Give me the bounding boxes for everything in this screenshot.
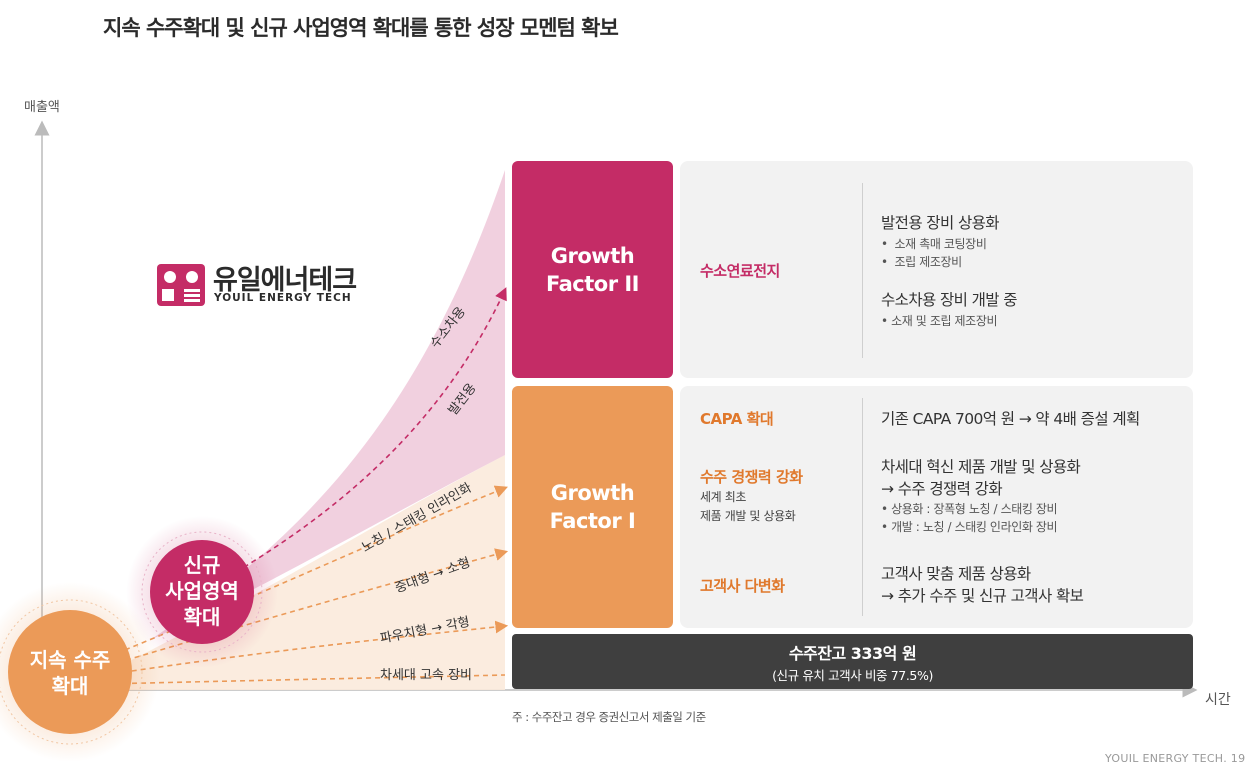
detail-bullet: • 소재 및 조립 제조장비: [881, 314, 998, 328]
page-footer: YOUIL ENERGY TECH. 19: [1105, 752, 1246, 765]
detail-bullet: • 상용화 : 장폭형 노칭 / 스태킹 장비: [881, 502, 1058, 516]
label-next-gen-equipment: 차세대 고속 장비: [380, 668, 472, 683]
growth-factor-2-panel: [680, 161, 1193, 378]
detail-capa: 기존 CAPA 700억 원 → 약 4배 증설 계획: [881, 410, 1140, 428]
detail-power-gen-title: 발전용 장비 상용화: [881, 214, 1000, 232]
detail-customer-1: 고객사 맞춤 제품 상용화: [881, 565, 1031, 583]
growth-factor-1-panel: [680, 386, 1193, 628]
pink-growth-area: [150, 170, 505, 640]
category-capa: CAPA 확대: [700, 410, 774, 428]
detail-bullet: • 개발 : 노칭 / 스태킹 인라인화 장비: [881, 520, 1058, 534]
detail-customer-2: → 추가 수주 및 신규 고객사 확보: [881, 587, 1084, 605]
detail-competitiveness-1: 차세대 혁신 제품 개발 및 상용화: [881, 458, 1081, 476]
logo-english: YOUIL ENERGY TECH: [214, 292, 352, 304]
new-business-circle: [150, 540, 254, 644]
x-axis-label: 시간: [1205, 692, 1231, 708]
y-axis-label: 매출액: [24, 100, 60, 115]
detail-bullet: • 소재 촉매 코팅장비: [881, 237, 987, 251]
orange-growth-area: [70, 455, 505, 690]
new-business-text: 신규 사업영역 확대: [165, 553, 239, 629]
detail-competitiveness-2: → 수주 경쟁력 강화: [881, 480, 1003, 498]
category-customer-diversification: 고객사 다변화: [700, 577, 785, 595]
category-fuel-cell: 수소연료전지: [700, 262, 780, 280]
detail-vehicle-title: 수소차용 장비 개발 중: [881, 291, 1018, 309]
divider: [862, 183, 863, 358]
divider: [862, 398, 863, 616]
order-backlog-bar: 수주잔고 333억 원 (신규 유치 고객사 비중 77.5%): [512, 634, 1193, 689]
logo-korean: 유일에너테크: [213, 265, 357, 296]
growth-factor-2-box: Growth Factor II: [512, 161, 673, 378]
orange-arrow-4: [104, 674, 506, 685]
category-competitiveness: 수주 경쟁력 강화: [700, 468, 803, 486]
order-expansion-text: 지속 수주 확대: [29, 648, 111, 698]
backlog-amount: 수주잔고 333억 원: [788, 644, 917, 663]
backlog-ratio: (신규 유치 고객사 비중 77.5%): [772, 668, 933, 683]
category-sub: 제품 개발 및 상용화: [700, 509, 796, 523]
page-title: 지속 수주확대 및 신규 사업영역 확대를 통한 성장 모멘텀 확보: [103, 16, 619, 40]
company-logo-mark: [157, 264, 205, 306]
footnote: 주 : 수주잔고 경우 증권신고서 제출일 기준: [512, 710, 706, 724]
order-expansion-circle: [8, 610, 132, 734]
detail-bullet: • 조립 제조장비: [881, 255, 962, 269]
category-sub: 세계 최초: [700, 490, 746, 504]
growth-factor-1-box: Growth Factor I: [512, 386, 673, 628]
orange-arrow-3: [104, 620, 509, 676]
